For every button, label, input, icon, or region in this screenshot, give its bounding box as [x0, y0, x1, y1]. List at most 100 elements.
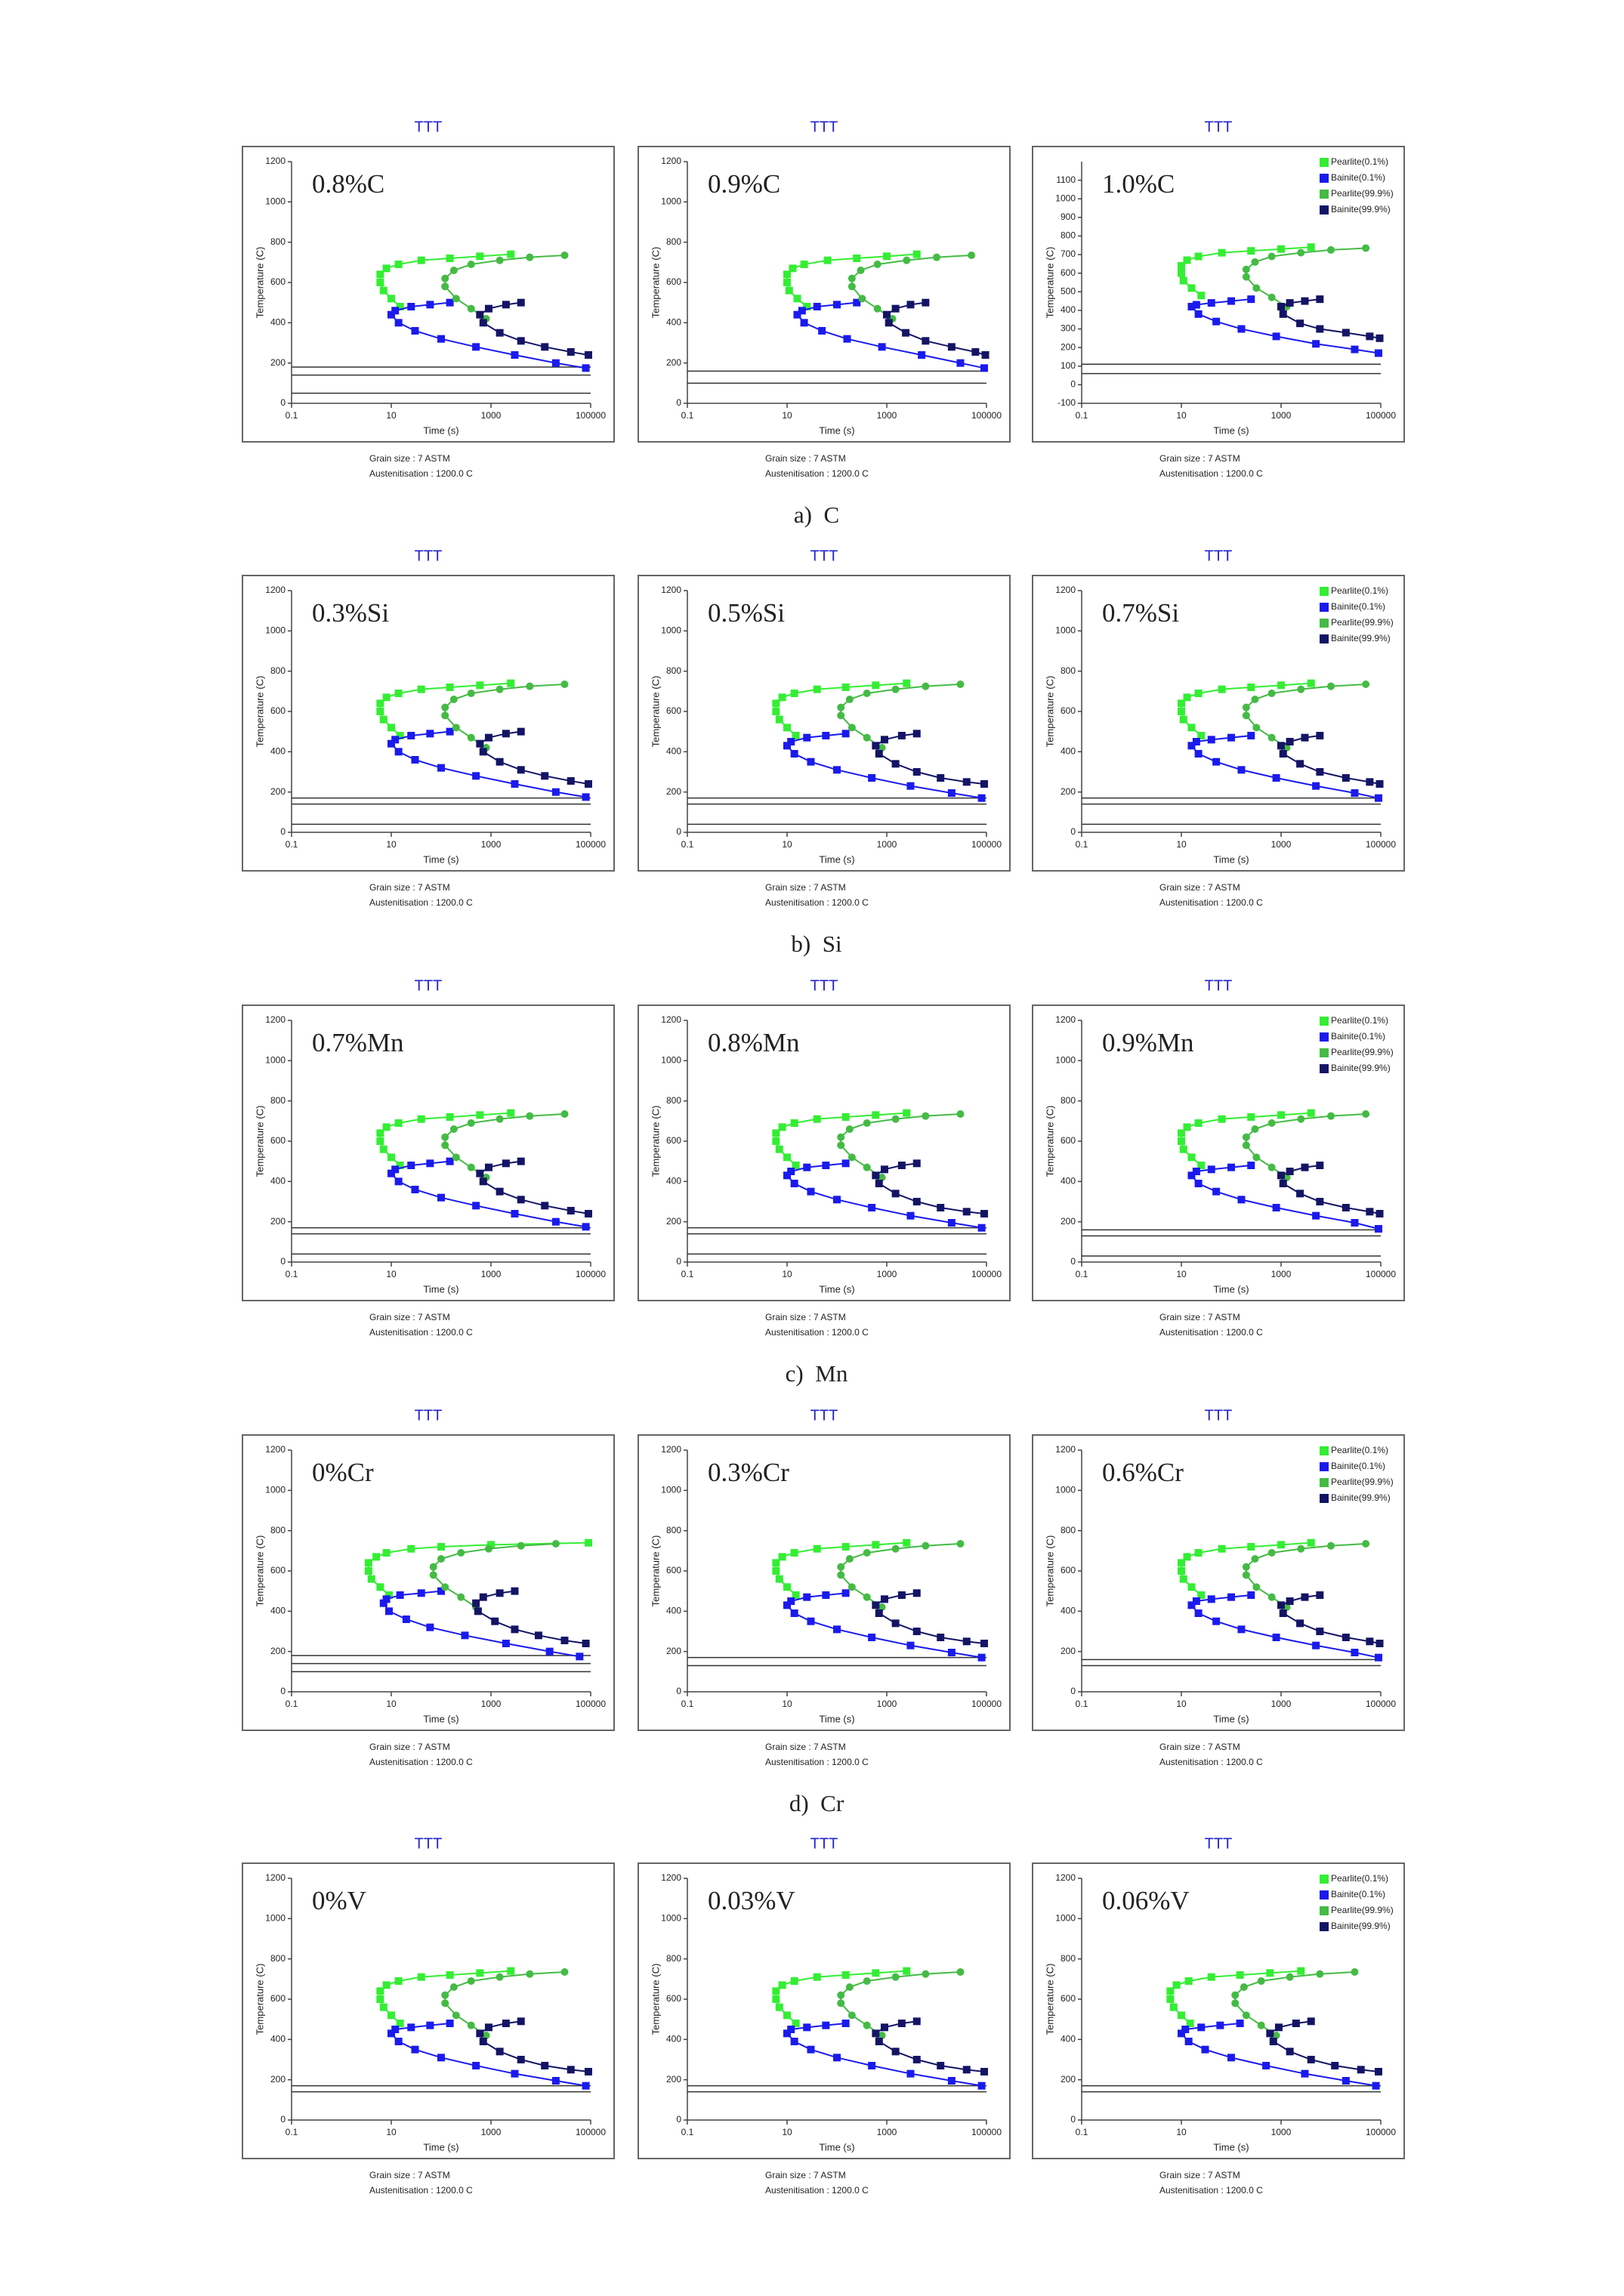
- series-line: [1245, 247, 1366, 307]
- data-point: [541, 1202, 549, 1210]
- data-point: [872, 1541, 880, 1549]
- data-point: [584, 1538, 592, 1547]
- data-point: [1316, 1198, 1324, 1205]
- data-point: [1184, 2038, 1193, 2045]
- data-point: [833, 301, 841, 309]
- data-point: [1252, 1153, 1261, 1162]
- chart: TTT 0 200 400 600 800 1000 1200 0.1 10 1000 100000 T…: [638, 1835, 1011, 2196]
- data-point: [837, 703, 845, 711]
- x-tick-label: 1000: [877, 1269, 897, 1279]
- data-point: [426, 301, 434, 309]
- y-tick-label: 0: [280, 826, 286, 837]
- data-point: [382, 1981, 391, 1989]
- chart-note: Austenitisation : 1200.0 C: [369, 1327, 473, 1338]
- data-point: [496, 1589, 504, 1597]
- y-tick-label: 600: [1061, 705, 1076, 716]
- y-tick-label: 400: [666, 2034, 681, 2044]
- data-point: [411, 756, 419, 764]
- data-point: [502, 301, 510, 309]
- data-point: [962, 1208, 971, 1216]
- data-point: [376, 279, 384, 286]
- y-tick-label: 700: [1061, 248, 1076, 259]
- composition-label: 0.3%Si: [312, 598, 389, 628]
- data-point: [1266, 2029, 1274, 2038]
- data-point: [1192, 1597, 1200, 1605]
- data-point: [1327, 1541, 1335, 1550]
- chart: TTT 0 200 400 600 800 1000 1200 0.1 10 1000 100000 T…: [638, 119, 1011, 479]
- data-point: [1274, 2023, 1283, 2032]
- data-point: [912, 250, 921, 258]
- data-point: [775, 715, 783, 724]
- data-point: [772, 699, 780, 708]
- data-point: [1301, 297, 1309, 305]
- y-tick-label: 600: [666, 1565, 681, 1575]
- legend-label: Bainite(0.1%): [1331, 1461, 1385, 1471]
- data-point: [394, 319, 403, 327]
- data-point: [1372, 2082, 1380, 2090]
- data-point: [502, 730, 510, 738]
- data-point: [467, 1977, 475, 1985]
- data-point: [394, 1119, 403, 1127]
- composition-label: 0.9%C: [708, 169, 780, 199]
- series-line: [1280, 298, 1380, 339]
- y-tick-label: 1200: [1055, 1014, 1076, 1025]
- data-point: [833, 2054, 841, 2062]
- data-point: [407, 732, 415, 739]
- data-point: [1183, 1123, 1191, 1131]
- x-tick-label: 0.1: [1076, 2127, 1088, 2137]
- chart-note: Grain size : 7 ASTM: [765, 453, 846, 464]
- y-tick-label: 400: [1061, 746, 1076, 757]
- data-point: [1183, 693, 1191, 702]
- data-point: [872, 1969, 880, 1977]
- data-point: [1192, 738, 1200, 745]
- data-point: [1286, 1973, 1294, 1981]
- y-tick-label: 400: [270, 1606, 286, 1616]
- y-tick-label: 0: [676, 1686, 681, 1696]
- data-point: [551, 1540, 560, 1548]
- data-point: [376, 1129, 384, 1137]
- chart-frame: [1032, 1862, 1405, 2159]
- data-point: [511, 2069, 519, 2078]
- data-point: [1181, 2026, 1190, 2033]
- chart-note: Austenitisation : 1200.0 C: [1159, 1327, 1263, 1338]
- panel-caption: d) Cr: [789, 1790, 844, 1816]
- legend-swatch: [1320, 1922, 1329, 1931]
- data-point: [474, 1607, 482, 1616]
- data-point: [875, 2038, 883, 2045]
- data-point: [1194, 1609, 1203, 1617]
- data-point: [1296, 760, 1304, 768]
- data-point: [382, 1123, 391, 1131]
- data-point: [1262, 2062, 1270, 2069]
- data-point: [472, 343, 480, 351]
- data-point: [1166, 1995, 1175, 2003]
- data-point: [906, 1211, 915, 1220]
- data-point: [379, 286, 387, 295]
- data-point: [878, 2032, 886, 2039]
- legend-label: Bainite(99.9%): [1331, 1921, 1391, 1931]
- y-tick-label: 800: [1061, 230, 1076, 241]
- chart-title: TTT: [415, 977, 443, 994]
- data-point: [922, 298, 930, 307]
- x-tick-label: 1000: [1271, 1269, 1292, 1279]
- data-point: [372, 1553, 381, 1561]
- data-point: [479, 2038, 487, 2045]
- data-point: [476, 1169, 484, 1177]
- chart-note: Austenitisation : 1200.0 C: [369, 1757, 473, 1767]
- data-point: [962, 1637, 971, 1646]
- data-point: [1283, 1603, 1291, 1611]
- y-tick-label: 1200: [265, 1872, 286, 1883]
- data-point: [1183, 256, 1191, 264]
- y-tick-label: 0: [676, 826, 681, 837]
- data-point: [467, 2021, 475, 2029]
- data-point: [833, 1625, 841, 1634]
- data-point: [1178, 1559, 1185, 1567]
- x-tick-label: 0.1: [286, 839, 298, 850]
- data-point: [903, 679, 911, 687]
- x-axis-label: Time (s): [423, 2141, 458, 2152]
- data-point: [467, 1119, 475, 1127]
- data-point: [787, 2026, 795, 2033]
- data-point: [790, 2038, 798, 2045]
- y-tick-label: 200: [666, 786, 681, 797]
- y-tick-label: 600: [270, 705, 286, 716]
- data-point: [526, 253, 534, 261]
